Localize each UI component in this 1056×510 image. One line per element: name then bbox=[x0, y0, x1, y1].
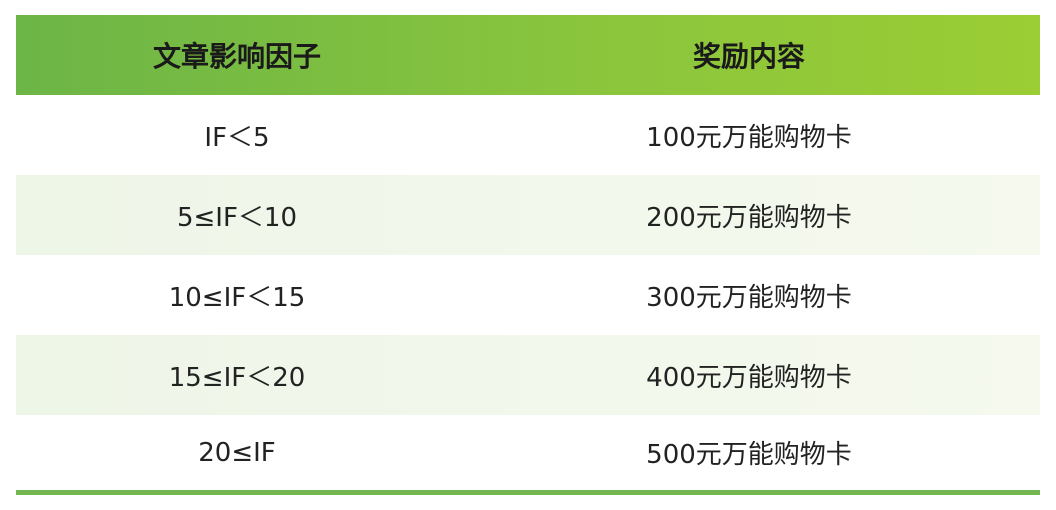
reward-table: 文章影响因子 奖励内容 IF＜5 100元万能购物卡 5≤IF＜10 200元万… bbox=[16, 15, 1040, 495]
header-impact-factor: 文章影响因子 bbox=[152, 40, 321, 73]
reward-cell: 400元万能购物卡 bbox=[646, 362, 852, 393]
impact-factor-cell: 10≤IF＜15 bbox=[168, 282, 306, 313]
impact-factor-cell: IF＜5 bbox=[204, 122, 270, 153]
table-header: 文章影响因子 奖励内容 bbox=[16, 15, 1040, 95]
table-row: 20≤IF 500元万能购物卡 bbox=[16, 415, 1040, 490]
bottom-rule bbox=[16, 490, 1040, 495]
impact-factor-cell: 5≤IF＜10 bbox=[176, 202, 298, 233]
header-reward: 奖励内容 bbox=[692, 40, 805, 73]
table-row: 10≤IF＜15 300元万能购物卡 bbox=[16, 255, 1040, 335]
table-row: IF＜5 100元万能购物卡 bbox=[16, 95, 1040, 175]
impact-factor-cell: 15≤IF＜20 bbox=[168, 362, 306, 393]
reward-cell: 100元万能购物卡 bbox=[646, 122, 852, 153]
reward-cell: 500元万能购物卡 bbox=[646, 440, 852, 470]
impact-factor-cell: 20≤IF bbox=[198, 437, 276, 468]
reward-cell: 200元万能购物卡 bbox=[646, 202, 852, 233]
reward-cell: 300元万能购物卡 bbox=[646, 282, 852, 313]
table-row: 5≤IF＜10 200元万能购物卡 bbox=[16, 175, 1040, 255]
table-row: 15≤IF＜20 400元万能购物卡 bbox=[16, 335, 1040, 415]
